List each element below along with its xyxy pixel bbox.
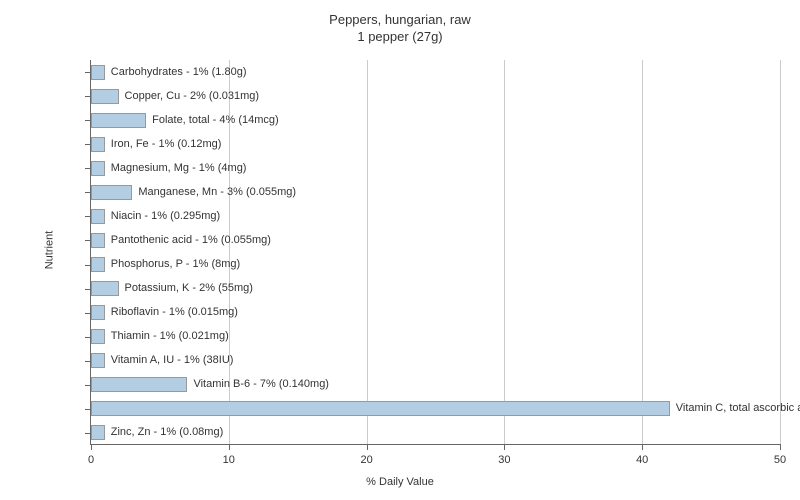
chart-container: Peppers, hungarian, raw 1 pepper (27g) N… (0, 0, 800, 500)
bar-label: Carbohydrates - 1% (1.80g) (105, 65, 247, 80)
bar-label: Zinc, Zn - 1% (0.08mg) (105, 425, 223, 440)
bar (91, 305, 105, 320)
bar-label: Folate, total - 4% (14mcg) (146, 113, 279, 128)
bar-label: Iron, Fe - 1% (0.12mg) (105, 137, 222, 152)
x-tick-label: 10 (223, 454, 235, 466)
x-tick (642, 444, 643, 450)
bar-label: Pantothenic acid - 1% (0.055mg) (105, 233, 271, 248)
bar (91, 425, 105, 440)
gridline (780, 60, 781, 444)
y-tick (85, 240, 91, 241)
bar-label: Magnesium, Mg - 1% (4mg) (105, 161, 247, 176)
x-tick (229, 444, 230, 450)
bar (91, 377, 187, 392)
y-tick (85, 265, 91, 266)
y-tick (85, 72, 91, 73)
title-line-1: Peppers, hungarian, raw (329, 12, 471, 27)
bar (91, 161, 105, 176)
x-tick-label: 20 (360, 454, 372, 466)
y-tick (85, 385, 91, 386)
y-tick (85, 192, 91, 193)
bar-label: Vitamin A, IU - 1% (38IU) (105, 353, 234, 368)
chart-title: Peppers, hungarian, raw 1 pepper (27g) (0, 0, 800, 46)
bar (91, 113, 146, 128)
bar (91, 137, 105, 152)
x-tick-label: 40 (636, 454, 648, 466)
bar (91, 89, 119, 104)
bar (91, 185, 132, 200)
y-tick (85, 168, 91, 169)
bar-label: Thiamin - 1% (0.021mg) (105, 329, 229, 344)
y-tick (85, 433, 91, 434)
title-line-2: 1 pepper (27g) (357, 29, 442, 44)
y-axis-label: Nutrient (43, 231, 55, 270)
y-tick (85, 361, 91, 362)
plot-area: 01020304050Carbohydrates - 1% (1.80g)Cop… (90, 60, 780, 445)
gridline (642, 60, 643, 444)
bar (91, 329, 105, 344)
bar (91, 353, 105, 368)
gridline (367, 60, 368, 444)
bar-label: Riboflavin - 1% (0.015mg) (105, 305, 238, 320)
bar (91, 281, 119, 296)
x-tick-label: 50 (774, 454, 786, 466)
y-tick (85, 96, 91, 97)
gridline (504, 60, 505, 444)
bar-label: Manganese, Mn - 3% (0.055mg) (132, 185, 296, 200)
y-tick (85, 409, 91, 410)
bar-label: Phosphorus, P - 1% (8mg) (105, 257, 240, 272)
y-tick (85, 337, 91, 338)
bar (91, 257, 105, 272)
x-tick-label: 30 (498, 454, 510, 466)
y-tick (85, 144, 91, 145)
x-axis-label: % Daily Value (366, 476, 434, 488)
bar-label: Niacin - 1% (0.295mg) (105, 209, 220, 224)
x-tick-label: 0 (88, 454, 94, 466)
y-tick (85, 216, 91, 217)
x-tick (780, 444, 781, 450)
x-tick (91, 444, 92, 450)
bar (91, 401, 670, 416)
y-tick (85, 120, 91, 121)
bar-label: Vitamin C, total ascorbic acid - 42% (25… (670, 401, 800, 416)
x-tick (367, 444, 368, 450)
bar (91, 233, 105, 248)
bar (91, 209, 105, 224)
x-tick (504, 444, 505, 450)
bar-label: Potassium, K - 2% (55mg) (119, 281, 253, 296)
bar-label: Vitamin B-6 - 7% (0.140mg) (187, 377, 329, 392)
y-tick (85, 289, 91, 290)
bar-label: Copper, Cu - 2% (0.031mg) (119, 89, 260, 104)
y-tick (85, 313, 91, 314)
bar (91, 65, 105, 80)
